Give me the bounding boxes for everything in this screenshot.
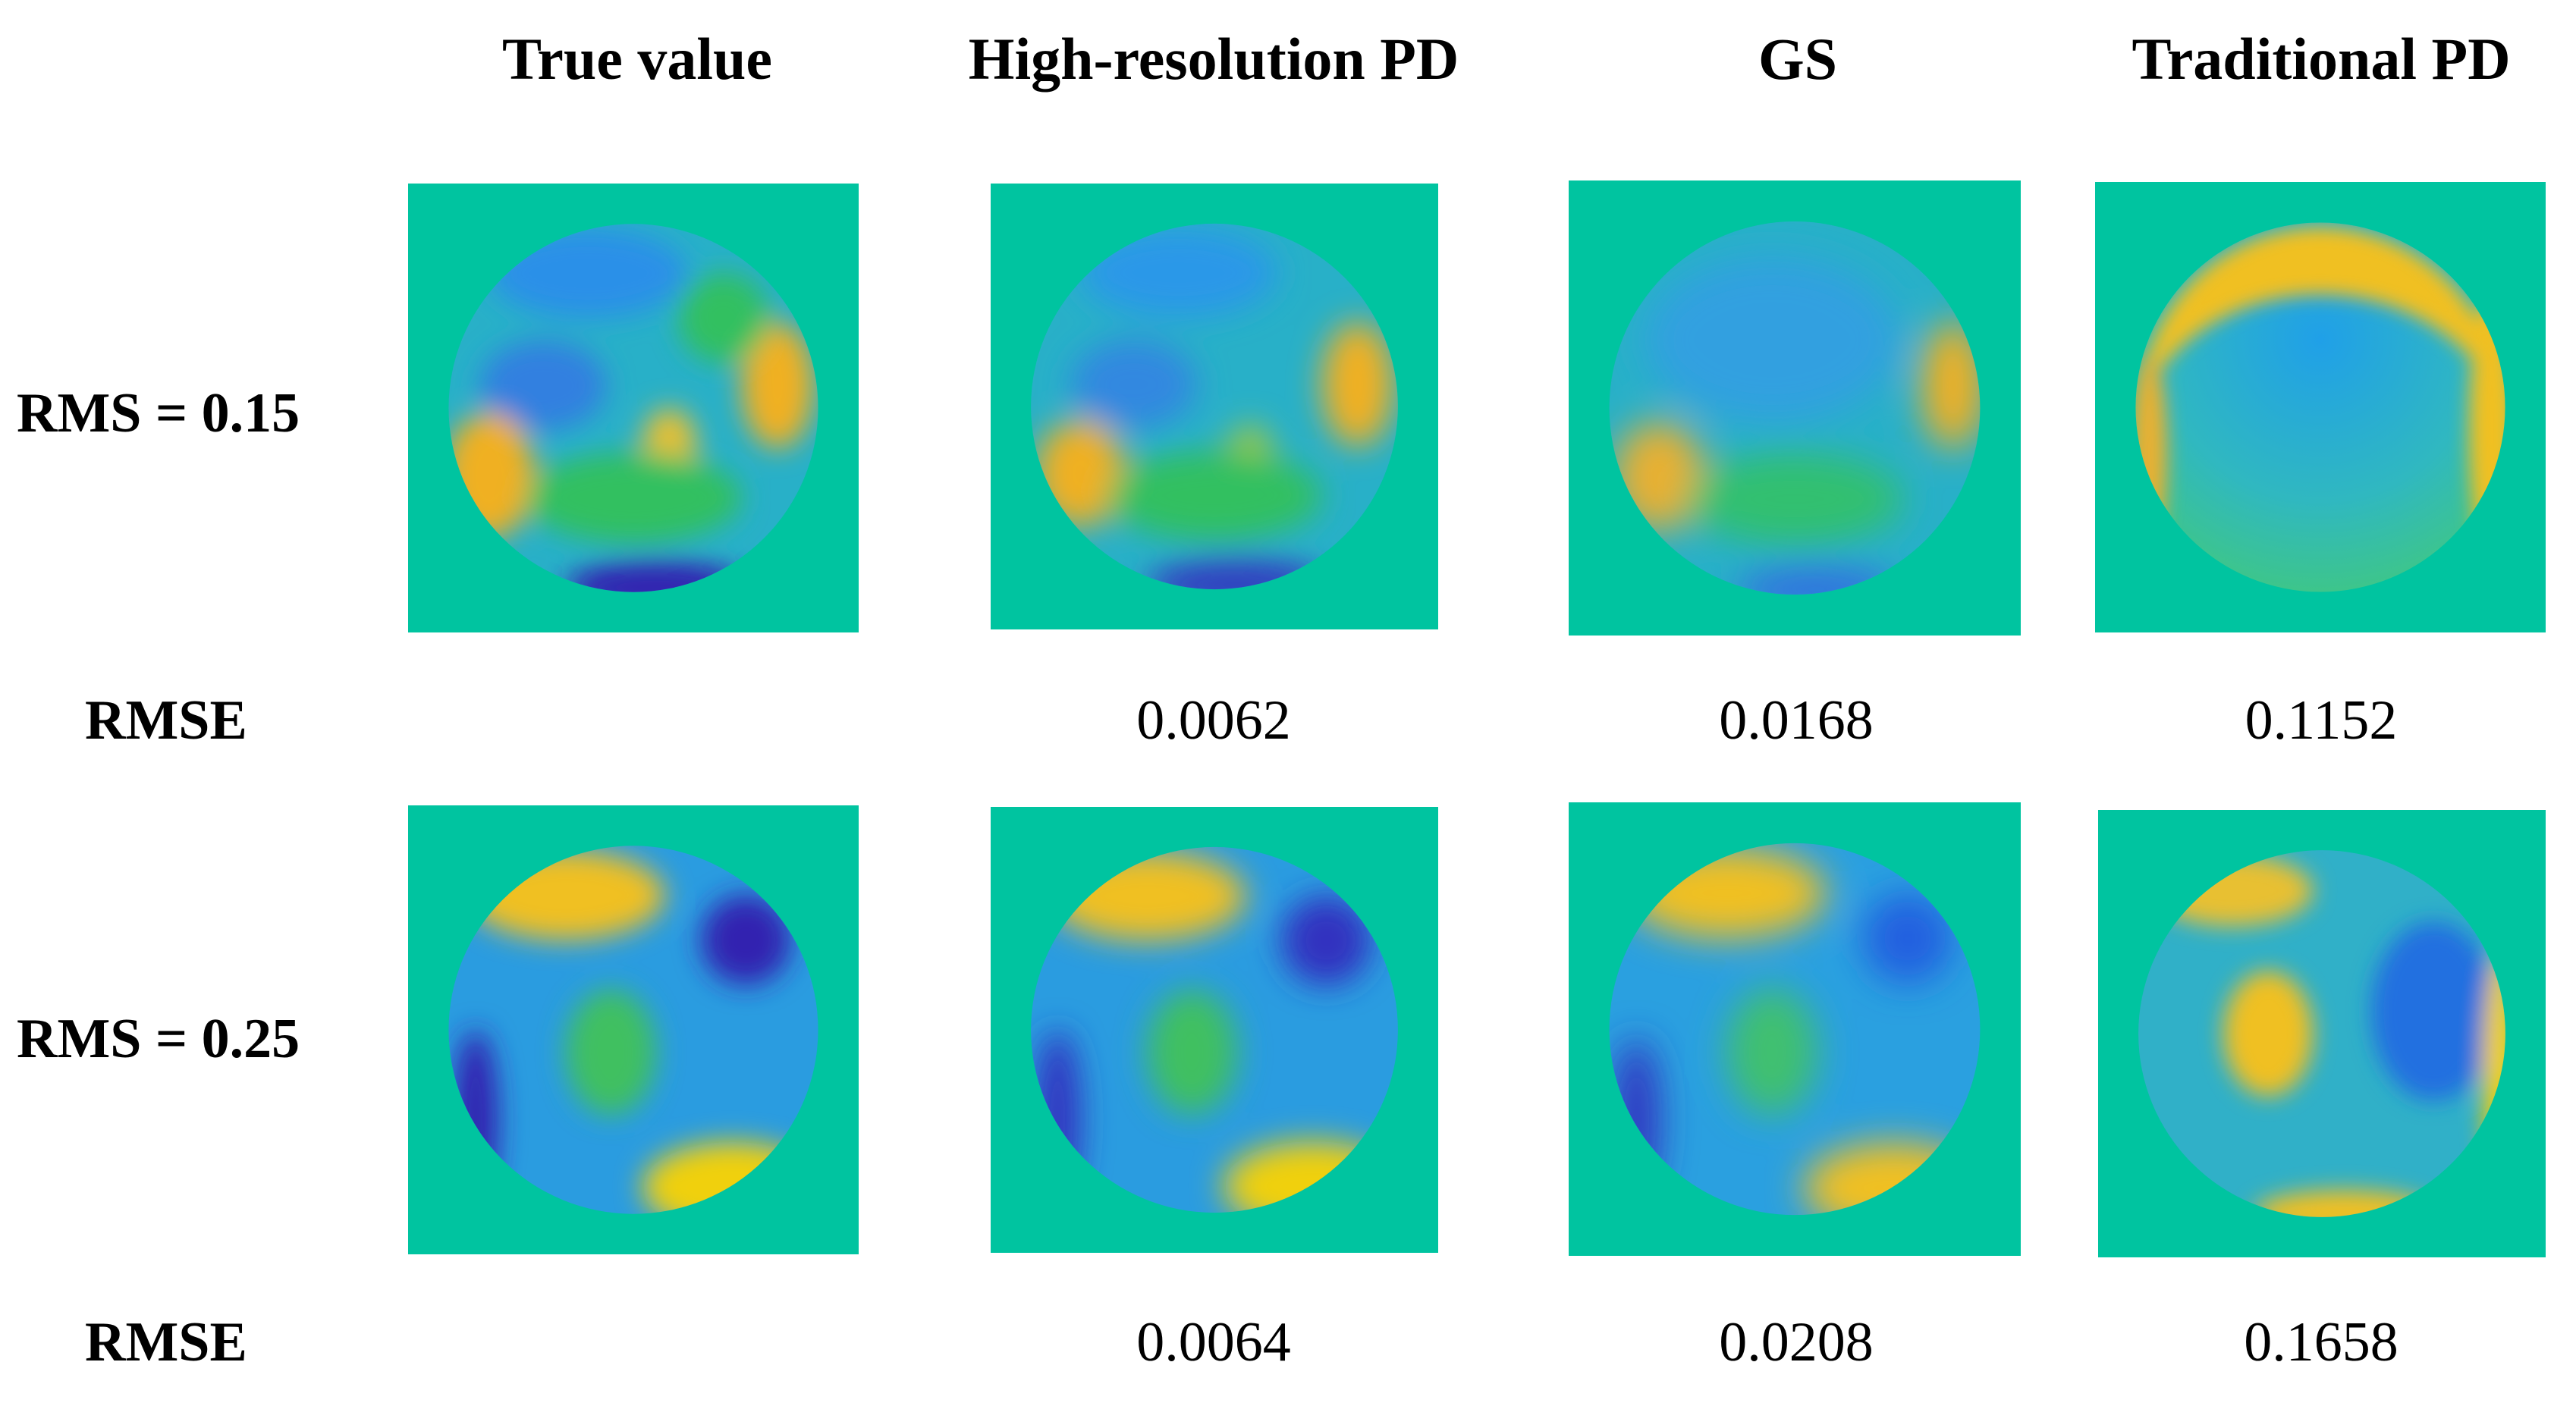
rmse-value-gs-row-2: 0.0208 <box>1719 1311 1874 1373</box>
phase-map-high-res-pd-rms-015 <box>991 184 1438 629</box>
phase-map-true-value-rms-015 <box>408 184 859 632</box>
phase-map-traditional-pd-rms-015 <box>2095 182 2546 632</box>
phase-map-true-value-rms-025 <box>408 805 859 1254</box>
rmse-value-traditional-pd-row-2: 0.1658 <box>2244 1311 2399 1373</box>
phase-map-high-res-pd-rms-025 <box>991 807 1438 1253</box>
header-true-value: True value <box>501 26 773 92</box>
row-label-rms-025: RMS = 0.25 <box>17 1008 300 1070</box>
phase-map-traditional-pd-rms-025 <box>2098 810 2546 1257</box>
phase-map-gs-rms-025 <box>1569 802 2021 1256</box>
header-traditional-pd: Traditional PD <box>2131 26 2511 92</box>
rmse-value-gs-row-1: 0.0168 <box>1719 689 1874 752</box>
row-label-rms-015: RMS = 0.15 <box>17 382 300 444</box>
header-gs: GS <box>1758 26 1838 92</box>
rmse-value-high-res-pd-row-2: 0.0064 <box>1136 1311 1291 1373</box>
rmse-value-traditional-pd-row-1: 0.1152 <box>2245 689 2398 752</box>
rmse-label-row-2: RMSE <box>85 1311 247 1373</box>
rmse-label-row-1: RMSE <box>85 689 247 752</box>
phase-map-gs-rms-015 <box>1569 180 2021 636</box>
header-high-resolution-pd: High-resolution PD <box>968 26 1459 92</box>
rmse-value-high-res-pd-row-1: 0.0062 <box>1136 689 1291 752</box>
